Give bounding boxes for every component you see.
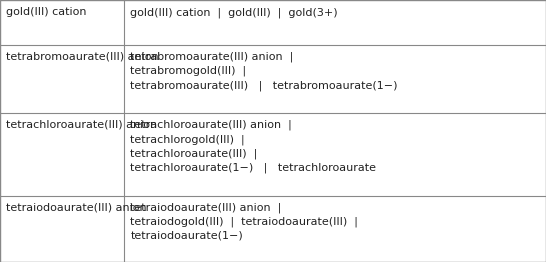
Text: tetrachloroaurate(III) anion  |
tetrachlorogold(III)  |
tetrachloroaurate(III)  : tetrachloroaurate(III) anion | tetrachlo… xyxy=(130,120,377,173)
Text: gold(III) cation: gold(III) cation xyxy=(6,7,86,17)
Text: tetrachloroaurate(III) anion: tetrachloroaurate(III) anion xyxy=(6,120,157,130)
Text: gold(III) cation  |  gold(III)  |  gold(3+): gold(III) cation | gold(III) | gold(3+) xyxy=(130,7,338,18)
Text: tetraiodoaurate(III) anion: tetraiodoaurate(III) anion xyxy=(6,203,147,213)
Text: tetraiodoaurate(III) anion  |
tetraiodogold(III)  |  tetraiodoaurate(III)  |
tet: tetraiodoaurate(III) anion | tetraiodogo… xyxy=(130,203,358,241)
Text: tetrabromoaurate(III) anion: tetrabromoaurate(III) anion xyxy=(6,52,159,62)
Text: tetrabromoaurate(III) anion  |
tetrabromogold(III)  |
tetrabromoaurate(III)   | : tetrabromoaurate(III) anion | tetrabromo… xyxy=(130,52,398,90)
